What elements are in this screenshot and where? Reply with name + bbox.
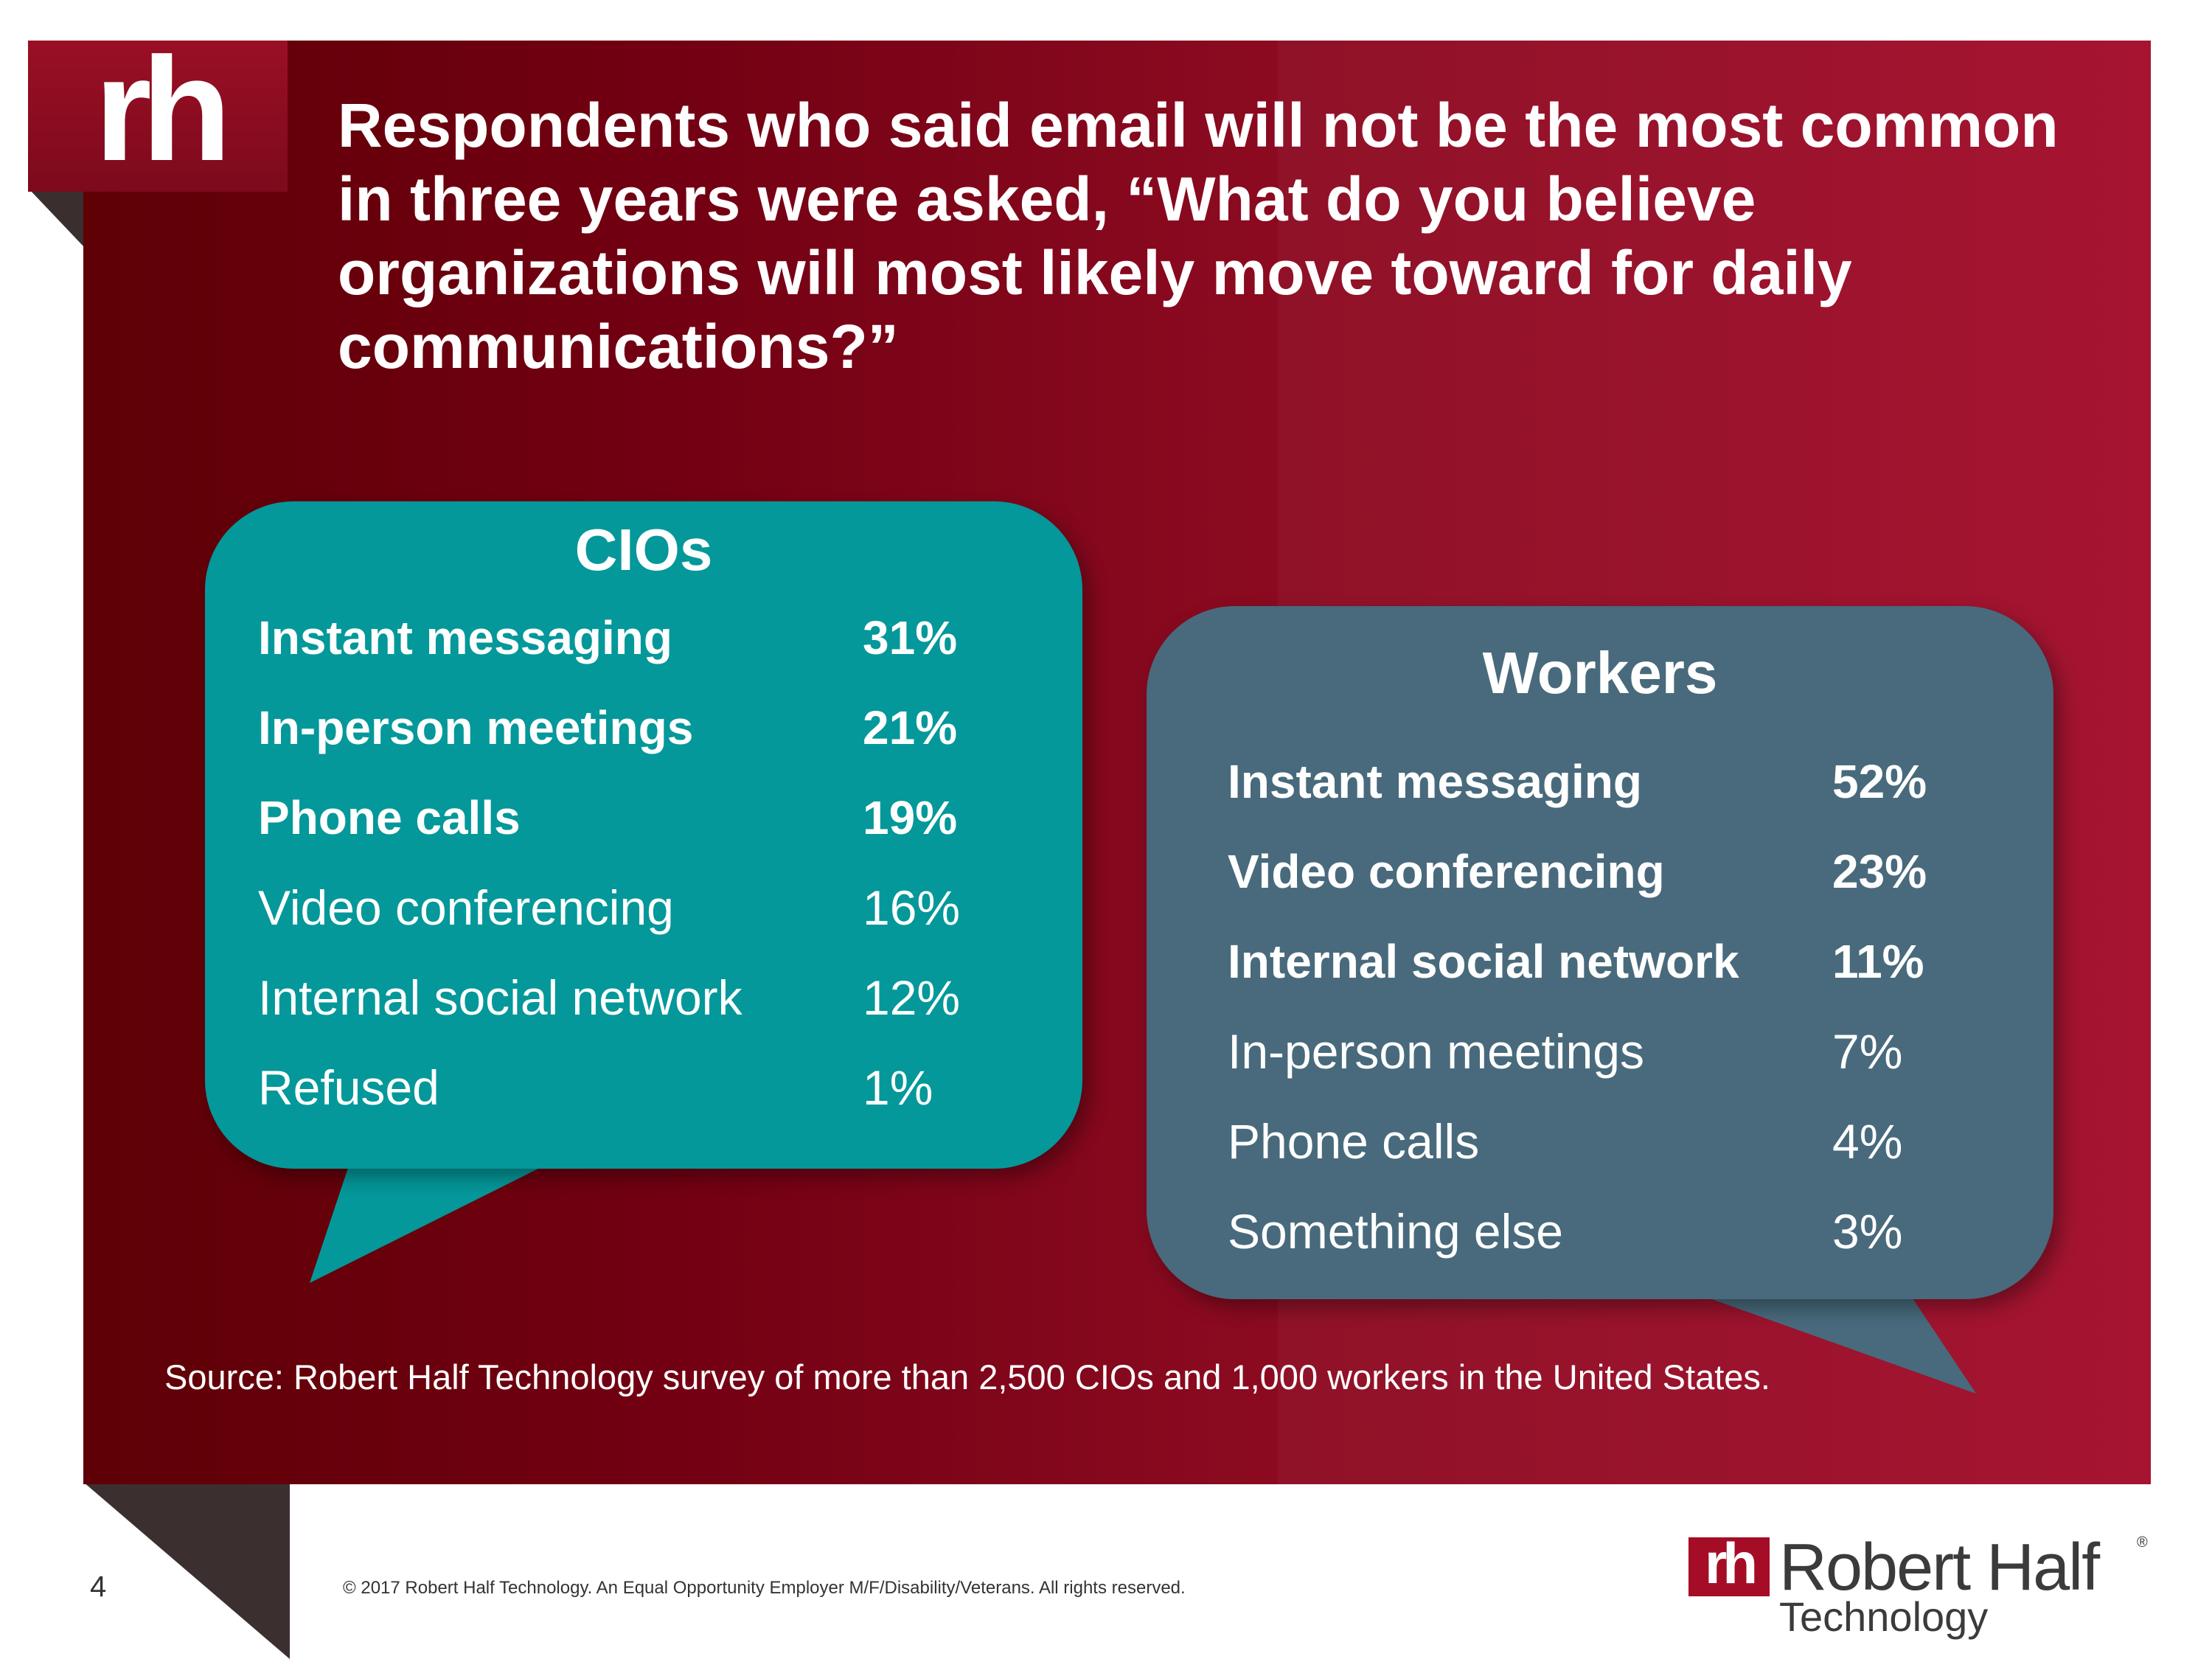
fold-ribbon-top — [28, 188, 84, 247]
workers-row-label: Internal social network — [1228, 935, 1739, 988]
workers-row: Phone calls 4% — [1228, 1112, 2039, 1171]
cios-row-label: Instant messaging — [258, 611, 672, 664]
copyright: © 2017 Robert Half Technology. An Equal … — [343, 1578, 1186, 1598]
workers-row: In-person meetings 7% — [1228, 1022, 2039, 1081]
workers-row-value: 23% — [1832, 845, 1927, 898]
workers-bubble: Workers Instant messaging 52% Video confer… — [1147, 606, 2053, 1299]
brand-subtitle: Technology — [1779, 1593, 1989, 1640]
headline: Respondents who said email will not be t… — [338, 91, 2059, 381]
cios-row-label: Video conferencing — [258, 880, 674, 935]
cios-row-value: 21% — [863, 701, 958, 754]
workers-title: Workers — [1482, 640, 1718, 706]
workers-row: Video conferencing 23% — [1228, 842, 2039, 901]
workers-row-value: 11% — [1832, 935, 1924, 988]
workers-row-label: Something else — [1228, 1204, 1563, 1259]
cio-title: CIOs — [574, 517, 713, 582]
rh-logo: rh — [28, 35, 288, 192]
cios-row-label: In-person meetings — [258, 701, 694, 754]
rh-logo-text: rh — [94, 27, 232, 192]
source-note: Source: Robert Half Technology survey of… — [164, 1357, 1770, 1397]
cios-row: Video conferencing 16% — [258, 878, 1069, 937]
cios-row: In-person meetings 21% — [258, 698, 1069, 757]
cios-row-value: 16% — [863, 880, 961, 935]
cios-row-value: 12% — [863, 970, 961, 1025]
cio-bubble-tail — [310, 1150, 575, 1283]
workers-row-label: In-person meetings — [1228, 1024, 1644, 1079]
brand-registered-mark: ® — [2137, 1534, 2148, 1551]
cios-row: Phone calls 19% — [258, 788, 1069, 847]
workers-row-value: 3% — [1832, 1204, 1903, 1259]
workers-row-value: 7% — [1832, 1024, 1903, 1079]
page-number: 4 — [90, 1571, 107, 1603]
cios-row-value: 31% — [863, 611, 958, 664]
workers-row-label: Instant messaging — [1228, 755, 1642, 808]
brand-mark-text: rh — [1705, 1531, 1758, 1596]
cios-row: Internal social network 12% — [258, 968, 1069, 1027]
cio-bubble: CIOs Instant messaging 31% In-person meeti… — [205, 501, 1082, 1169]
workers-row-label: Video conferencing — [1228, 845, 1665, 898]
cios-row-value: 19% — [863, 791, 958, 844]
cios-row-label: Phone calls — [258, 791, 521, 844]
cios-row-label: Refused — [258, 1060, 439, 1115]
workers-row: Instant messaging 52% — [1228, 752, 2039, 811]
brand-mark: rh — [1688, 1531, 1770, 1596]
workers-row-value: 52% — [1832, 755, 1927, 808]
robert-half-logo: rh Robert Half ® Technology — [1688, 1530, 2160, 1641]
brand-name: Robert Half — [1779, 1531, 2100, 1604]
fold-ribbon-bottom — [83, 1482, 290, 1659]
workers-row-value: 4% — [1832, 1114, 1903, 1169]
workers-row: Internal social network 11% — [1228, 932, 2039, 991]
workers-bubble-tail — [1666, 1283, 1976, 1394]
cios-row-label: Internal social network — [258, 970, 742, 1025]
workers-row: Something else 3% — [1228, 1202, 2039, 1261]
cios-row-value: 1% — [863, 1060, 933, 1115]
cios-row: Refused 1% — [258, 1058, 1069, 1117]
cios-row: Instant messaging 31% — [258, 608, 1069, 667]
workers-row-label: Phone calls — [1228, 1114, 1480, 1169]
